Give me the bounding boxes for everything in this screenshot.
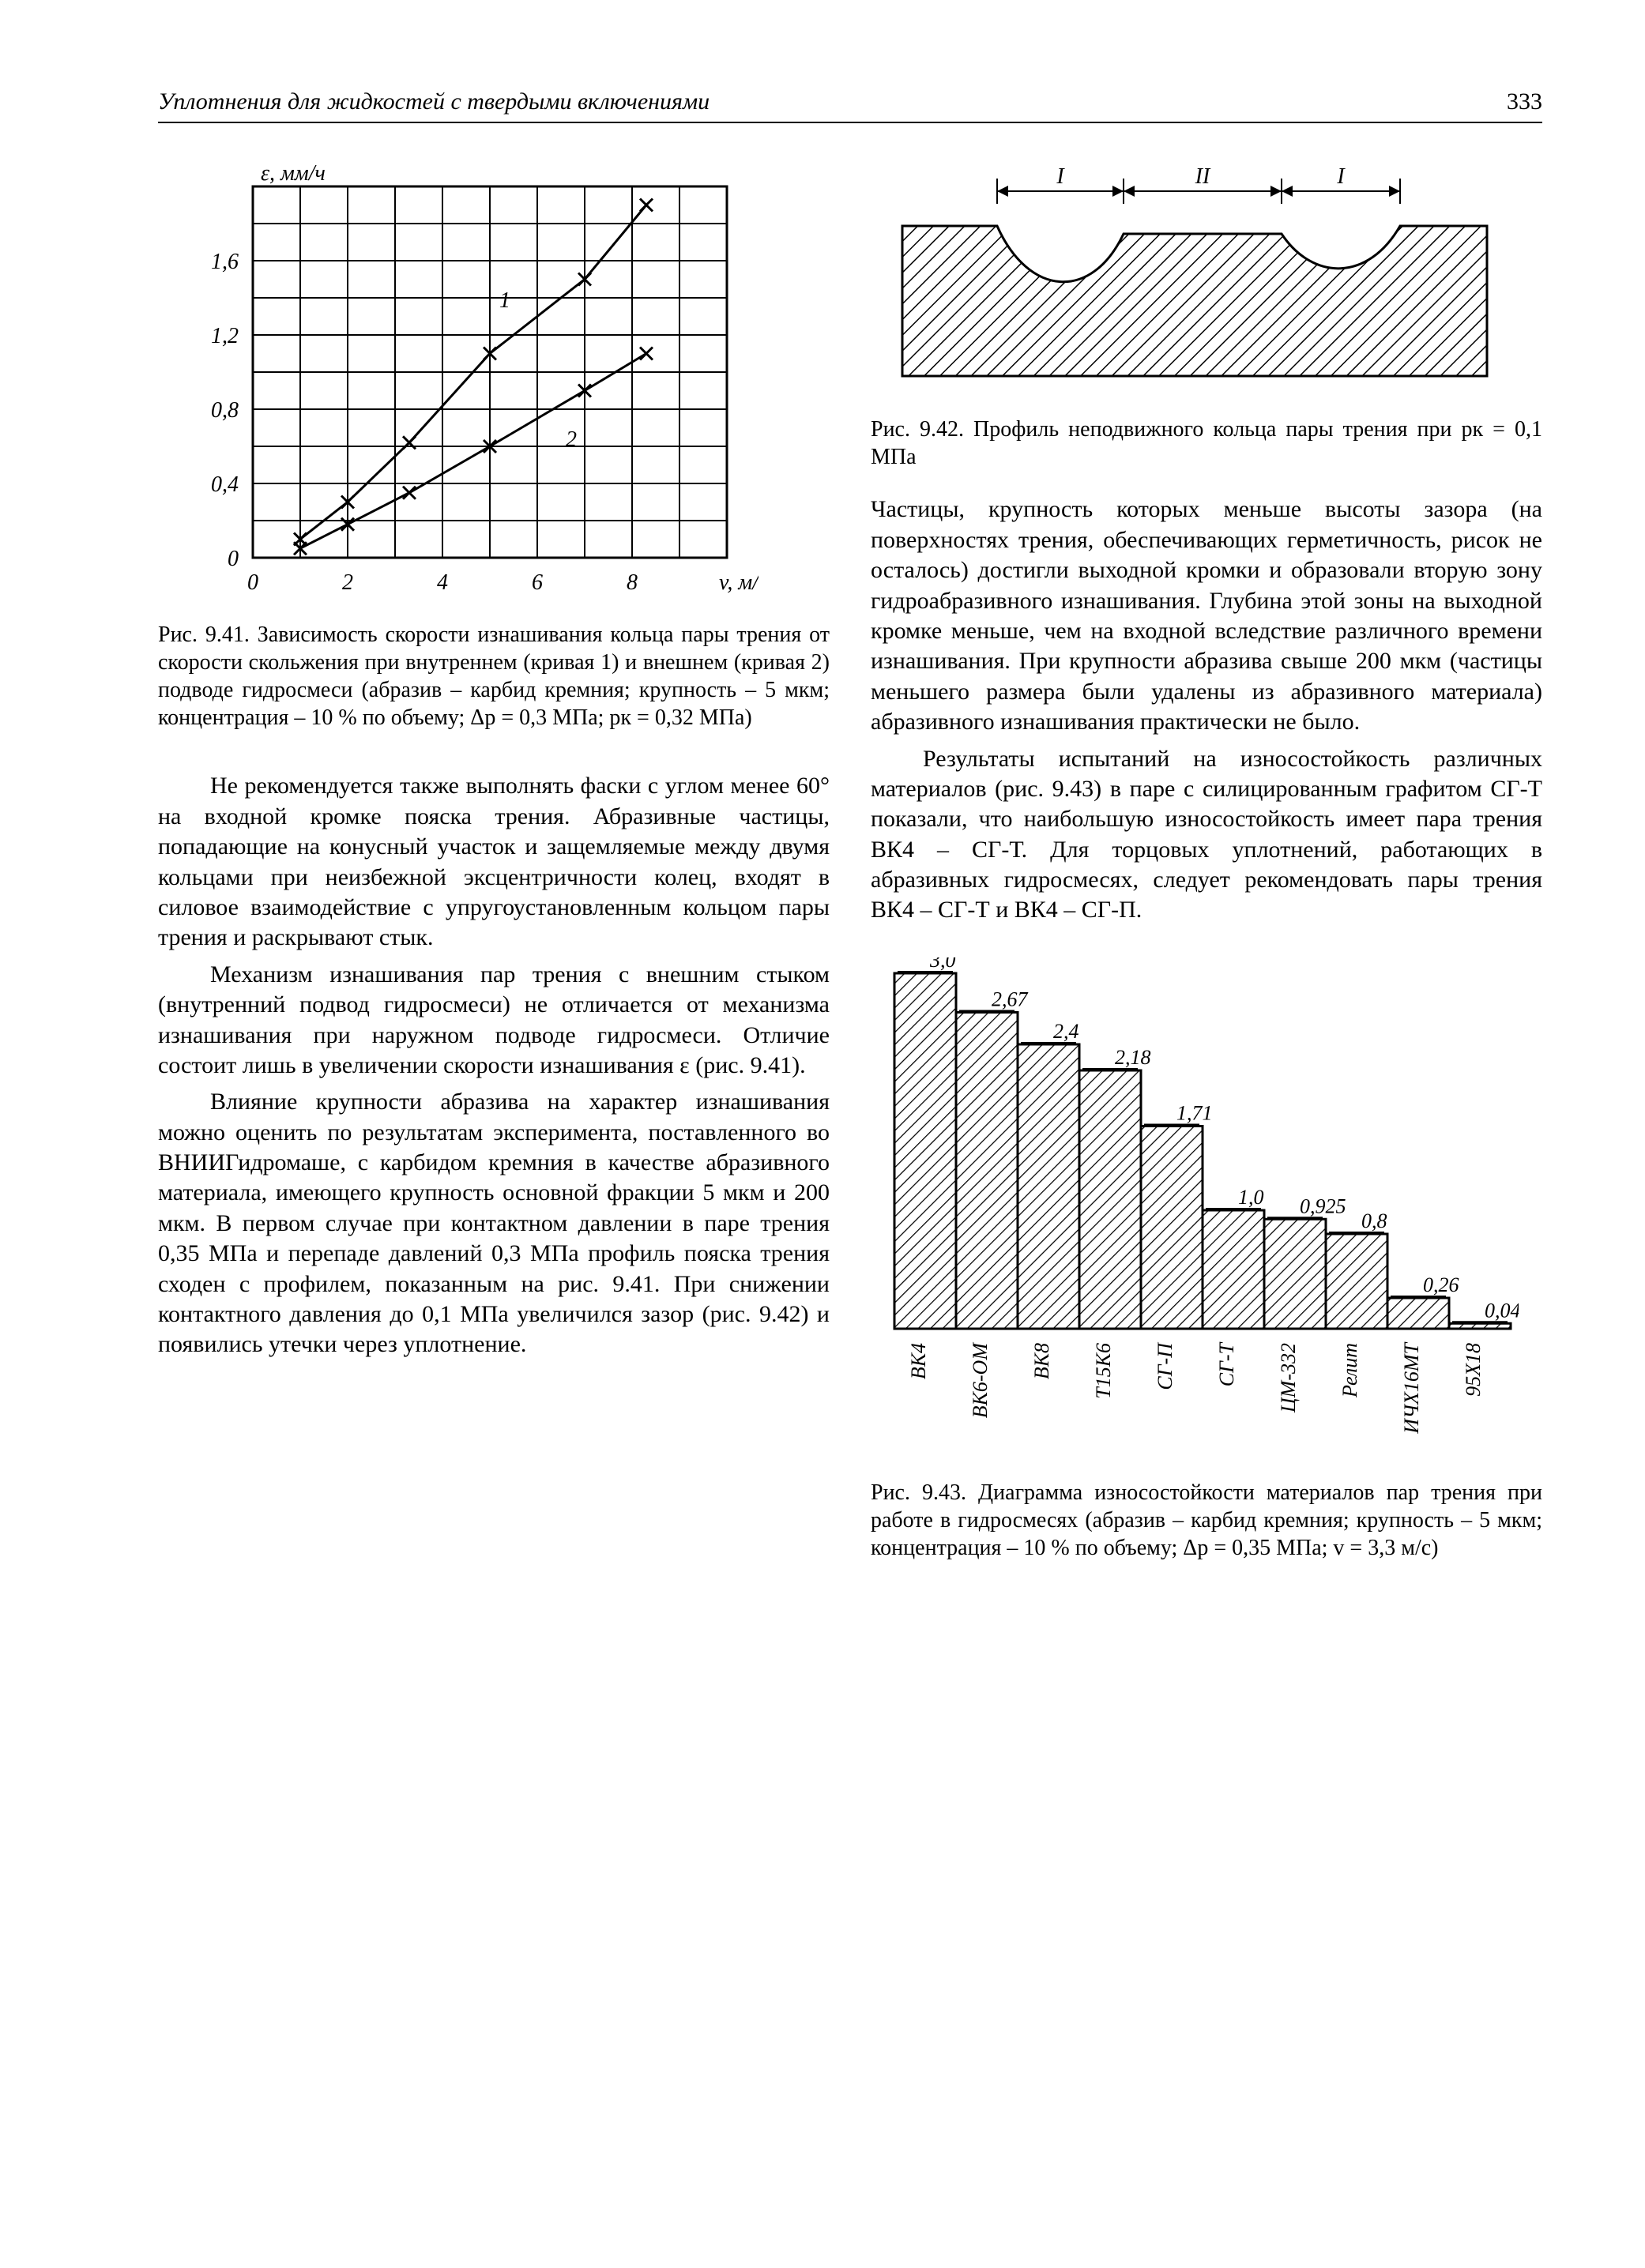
caption-9-43: Рис. 9.43. Диаграмма износостойкости ма­… — [871, 1479, 1542, 1562]
svg-text:2,18: 2,18 — [1115, 1046, 1151, 1069]
svg-text:0,4: 0,4 — [211, 472, 239, 497]
svg-text:2,4: 2,4 — [1053, 1020, 1079, 1043]
profile-9-42: IIII — [871, 163, 1519, 400]
body-text: Влияние крупности абразива на харак­тер … — [158, 1087, 830, 1360]
running-head: Уплотнения для жидкостей с твердыми вклю… — [158, 87, 1542, 123]
svg-text:ВК6-ОМ: ВК6-ОМ — [969, 1342, 992, 1419]
svg-text:1,2: 1,2 — [211, 324, 239, 348]
svg-text:II: II — [1195, 164, 1211, 189]
figure-9-41: 0 0,4 0,8 1,2 1,6 0 2 4 6 8 ε, мм/ч v, м/с 1 2 — [158, 163, 830, 605]
svg-text:0,045: 0,045 — [1485, 1299, 1519, 1322]
page-number: 333 — [1507, 87, 1542, 117]
svg-text:СГ-Т: СГ-Т — [1215, 1341, 1238, 1386]
svg-text:ИЧХ16МТ: ИЧХ16МТ — [1400, 1341, 1423, 1434]
svg-text:СГ-П: СГ-П — [1154, 1341, 1176, 1390]
svg-text:0,8: 0,8 — [1361, 1209, 1387, 1232]
svg-text:1,71: 1,71 — [1176, 1101, 1213, 1124]
caption-9-41: Рис. 9.41. Зависимость скорости изнашива… — [158, 621, 830, 732]
body-text: Результаты испытаний на износостой­кость… — [871, 744, 1542, 926]
chart-9-41: 0 0,4 0,8 1,2 1,6 0 2 4 6 8 ε, мм/ч v, м/с 1 2 — [158, 163, 759, 605]
svg-text:1: 1 — [499, 288, 510, 313]
svg-text:ЦМ-332: ЦМ-332 — [1277, 1343, 1300, 1413]
chart-9-43: 3,0 ВК4 2,67 ВК6-ОМ 2,4 ВК8 2,18 Т15К6 1,71 СГ-П 1… — [871, 957, 1519, 1463]
right-column: IIII Рис. 9.42. Профиль неподвижного кол… — [871, 163, 1542, 1561]
svg-text:0,925: 0,925 — [1300, 1194, 1346, 1217]
body-text: Частицы, крупность которых меньше вы­сот… — [871, 495, 1542, 737]
svg-text:1,0: 1,0 — [1238, 1186, 1264, 1209]
svg-text:0,8: 0,8 — [211, 398, 239, 423]
svg-text:95Х18: 95Х18 — [1462, 1343, 1485, 1397]
svg-text:Релит: Релит — [1338, 1343, 1361, 1398]
svg-text:0: 0 — [228, 547, 239, 571]
svg-text:4: 4 — [437, 570, 448, 595]
body-text: Механизм изнашивания пар трения с внешни… — [158, 960, 830, 1081]
svg-text:8: 8 — [627, 570, 638, 595]
running-title: Уплотнения для жидкостей с твердыми вклю… — [158, 87, 710, 117]
svg-text:1,6: 1,6 — [211, 250, 239, 274]
caption-9-42: Рис. 9.42. Профиль неподвижного кольца п… — [871, 416, 1542, 471]
body-text: Не рекомендуется также выполнять фаски с… — [158, 771, 830, 953]
svg-text:3,0: 3,0 — [929, 957, 956, 972]
figure-9-43: 3,0 ВК4 2,67 ВК6-ОМ 2,4 ВК8 2,18 Т15К6 1,71 СГ-П 1… — [871, 957, 1542, 1463]
svg-text:I: I — [1336, 164, 1346, 189]
svg-text:ε, мм/ч: ε, мм/ч — [261, 163, 326, 186]
svg-text:Т15К6: Т15К6 — [1092, 1343, 1115, 1399]
figure-9-42: IIII — [871, 163, 1542, 400]
svg-text:6: 6 — [532, 570, 543, 595]
left-column: 0 0,4 0,8 1,2 1,6 0 2 4 6 8 ε, мм/ч v, м/с 1 2 Рис. 9… — [158, 163, 830, 1561]
svg-text:2: 2 — [566, 427, 577, 452]
svg-text:0,26: 0,26 — [1423, 1273, 1459, 1296]
svg-text:I: I — [1056, 164, 1065, 189]
svg-text:2: 2 — [342, 570, 353, 595]
svg-text:2,67: 2,67 — [992, 987, 1029, 1010]
svg-text:ВК4: ВК4 — [907, 1343, 930, 1379]
svg-text:v, м/с: v, м/с — [719, 570, 759, 595]
svg-text:0: 0 — [247, 570, 258, 595]
svg-text:ВК8: ВК8 — [1030, 1343, 1053, 1379]
